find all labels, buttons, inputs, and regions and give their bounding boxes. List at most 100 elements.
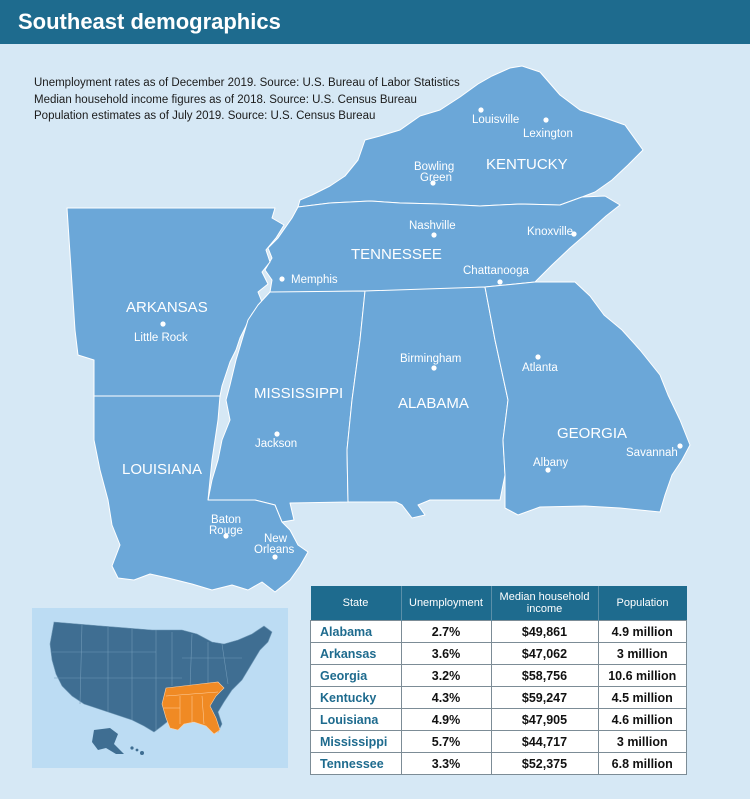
us-state-borders [52, 623, 242, 730]
alaska [92, 728, 124, 754]
city-label-little-rock: Little Rock [134, 332, 188, 344]
cell-income: $52,375 [490, 752, 599, 775]
table-row: Arkansas 3.6% $47,062 3 million [310, 642, 687, 665]
city-dot-birmingham [431, 365, 437, 371]
city-dot-albany [545, 467, 551, 473]
city-dot-new-orleans [272, 554, 278, 560]
cell-state: Tennessee [310, 752, 402, 775]
city-dot-jackson [274, 431, 280, 437]
page-title: Southeast demographics [18, 9, 281, 34]
city-label-lexington: Lexington [523, 128, 573, 140]
cell-population: 10.6 million [597, 664, 687, 687]
city-dot-little-rock [160, 321, 166, 327]
cell-state: Kentucky [310, 686, 402, 709]
column-header-unemployment: Unemployment [400, 586, 491, 621]
city-label-nashville: Nashville [409, 220, 456, 232]
cell-population: 6.8 million [597, 752, 687, 775]
city-label-knoxville: Knoxville [527, 226, 573, 238]
state-label-alabama: ALABAMA [398, 395, 469, 412]
state-labels: KENTUCKY TENNESSEE ARKANSAS MISSISSIPPI … [122, 156, 627, 478]
cell-income: $58,756 [490, 664, 599, 687]
state-tennessee [264, 195, 621, 293]
cell-population: 3 million [597, 730, 687, 753]
state-georgia [484, 281, 691, 516]
cell-population: 4.5 million [597, 686, 687, 709]
cell-income: $49,861 [490, 620, 599, 643]
city-label-new-orleans-2: Orleans [254, 544, 295, 556]
cell-unemployment: 3.2% [400, 664, 492, 687]
cell-state: Mississippi [310, 730, 402, 753]
table-row: Georgia 3.2% $58,756 10.6 million [310, 664, 687, 687]
source-note-population: Population estimates as of July 2019. So… [34, 110, 376, 122]
city-label-jackson: Jackson [255, 438, 297, 450]
city-dot-bowling-green [430, 180, 436, 186]
city-label-chattanooga: Chattanooga [463, 265, 529, 277]
city-label-baton-rouge-1: Baton [211, 514, 241, 526]
column-header-income-line-1: Median household [499, 591, 590, 603]
column-header-income: Median household income [490, 586, 598, 621]
city-label-atlanta: Atlanta [522, 362, 558, 374]
column-header-income-line-2: income [526, 603, 563, 615]
column-header-population: Population [597, 586, 687, 621]
cell-income: $44,717 [490, 730, 599, 753]
southeast-state-borders [164, 691, 219, 725]
cell-state: Louisiana [310, 708, 402, 731]
state-kentucky [297, 65, 644, 208]
city-dot-savannah [677, 443, 683, 449]
city-dot-louisville [478, 107, 484, 113]
cell-unemployment: 4.3% [400, 686, 492, 709]
source-note-unemployment: Unemployment rates as of December 2019. … [34, 77, 460, 89]
demographics-table: State Unemployment Median household inco… [310, 586, 687, 775]
table-row: Mississippi 5.7% $44,717 3 million [310, 730, 687, 753]
table-row: Kentucky 4.3% $59,247 4.5 million [310, 686, 687, 709]
city-dot-lexington [543, 117, 549, 123]
cell-population: 4.9 million [597, 620, 687, 643]
us-locator-map [32, 608, 288, 768]
table-row: Tennessee 3.3% $52,375 6.8 million [310, 752, 687, 775]
city-label-albany: Albany [533, 457, 568, 469]
cell-income: $59,247 [490, 686, 599, 709]
city-label-savannah: Savannah [626, 447, 678, 459]
southeast-map: KENTUCKY TENNESSEE ARKANSAS MISSISSIPPI … [66, 65, 691, 593]
source-notes: Unemployment rates as of December 2019. … [34, 75, 460, 125]
state-label-georgia: GEORGIA [557, 425, 627, 442]
city-label-birmingham: Birmingham [400, 353, 461, 365]
cell-income: $47,905 [490, 708, 599, 731]
us-contiguous [49, 621, 273, 733]
city-dot-knoxville [571, 231, 577, 237]
city-label-bowling-green-2: Green [420, 172, 452, 184]
cell-unemployment: 5.7% [400, 730, 492, 753]
city-dot-atlanta [535, 354, 541, 360]
source-note-income: Median household income figures as of 20… [34, 93, 417, 106]
hawaii [130, 746, 144, 755]
cell-unemployment: 4.9% [400, 708, 492, 731]
state-label-arkansas: ARKANSAS [126, 299, 208, 316]
city-markers: Louisville Lexington Bowling Green Nashv… [134, 107, 683, 560]
cell-state: Alabama [310, 620, 402, 643]
cell-unemployment: 3.3% [400, 752, 492, 775]
city-dot-baton-rouge [223, 533, 229, 539]
cell-unemployment: 2.7% [400, 620, 492, 643]
table-row: Louisiana 4.9% $47,905 4.6 million [310, 708, 687, 731]
cell-population: 4.6 million [597, 708, 687, 731]
state-label-tennessee: TENNESSEE [351, 246, 442, 263]
table-row: Alabama 2.7% $49,861 4.9 million [310, 620, 687, 643]
cell-state: Arkansas [310, 642, 402, 665]
column-header-state: State [310, 586, 401, 621]
cell-unemployment: 3.6% [400, 642, 492, 665]
state-label-kentucky: KENTUCKY [486, 156, 568, 173]
cell-state: Georgia [310, 664, 402, 687]
state-louisiana [93, 395, 309, 593]
state-label-louisiana: LOUISIANA [122, 461, 202, 478]
city-dot-nashville [431, 232, 437, 238]
city-label-louisville: Louisville [472, 114, 519, 126]
state-label-mississippi: MISSISSIPPI [254, 385, 343, 402]
city-dot-memphis [279, 276, 285, 282]
us-locator-map-graphic [49, 621, 273, 755]
city-label-new-orleans-1: New [264, 533, 288, 545]
header-bar: Southeast demographics [0, 0, 750, 44]
cell-income: $47,062 [490, 642, 599, 665]
city-dot-chattanooga [497, 279, 503, 285]
city-label-bowling-green-1: Bowling [414, 161, 454, 173]
city-label-baton-rouge-2: Rouge [209, 525, 243, 537]
